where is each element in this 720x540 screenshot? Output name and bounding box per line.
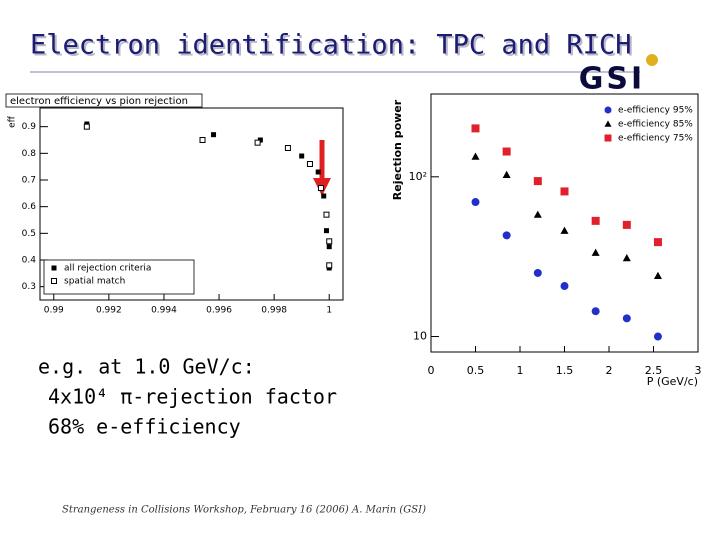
- note: 68% e-efficiency: [48, 415, 241, 439]
- y-axis-label: eff: [8, 115, 18, 128]
- data-point: [591, 216, 600, 225]
- data-point: [323, 211, 330, 218]
- data-point: [560, 282, 569, 291]
- data-point: [199, 137, 206, 143]
- y-tick-label: 10²: [409, 170, 427, 183]
- chart-title-box: [5, 93, 203, 108]
- data-point: [502, 147, 511, 156]
- data-point: [323, 228, 329, 234]
- data-point: [533, 210, 542, 218]
- y-tick-label: 0.7: [22, 176, 36, 186]
- x-tick-label: 0.5: [467, 364, 485, 377]
- y-tick-label: 0.3: [22, 282, 36, 292]
- data-point: [591, 307, 600, 316]
- data-point: [321, 193, 327, 199]
- y-axis-label: Rejection power: [391, 99, 404, 200]
- data-point: [51, 265, 57, 271]
- data-point: [299, 153, 305, 159]
- x-tick-label: 2.5: [645, 364, 663, 377]
- x-tick-label: 1: [326, 306, 332, 316]
- x-tick-label: 2: [606, 364, 613, 377]
- y-tick-label: 0.5: [22, 229, 36, 239]
- legend-label: e-efficiency 75%: [618, 134, 693, 144]
- x-tick-label: 1.5: [556, 364, 574, 377]
- data-point: [604, 120, 612, 127]
- data-point: [653, 238, 662, 247]
- data-point: [604, 134, 612, 142]
- legend-label: e-efficiency 85%: [618, 120, 693, 130]
- data-point: [622, 220, 631, 229]
- legend-box: [43, 259, 195, 295]
- data-point: [83, 123, 90, 130]
- plot-frame: [39, 107, 344, 301]
- data-point: [317, 185, 324, 191]
- legend-label: e-efficiency 95%: [618, 106, 693, 116]
- data-point: [560, 187, 569, 196]
- legend-label: spatial match: [64, 277, 125, 287]
- data-point: [284, 145, 291, 151]
- x-tick-label: 1: [517, 364, 524, 377]
- data-point: [533, 177, 542, 186]
- data-point: [622, 254, 631, 262]
- x-tick-label: 0: [428, 364, 435, 377]
- data-point: [604, 106, 612, 114]
- data-point: [502, 231, 511, 240]
- data-point: [326, 262, 333, 269]
- data-point: [533, 268, 542, 277]
- y-tick-label: 10: [413, 330, 427, 343]
- x-tick-label: 0.99: [44, 306, 64, 316]
- data-point: [51, 278, 57, 284]
- data-point: [306, 161, 313, 167]
- data-point: [471, 124, 480, 133]
- note: 4x10⁴ π-rejection factor: [48, 385, 337, 409]
- data-point: [315, 169, 321, 175]
- x-tick-label: 0.996: [206, 306, 232, 316]
- chart-title: electron efficiency vs pion rejection: [10, 96, 188, 107]
- data-point: [502, 170, 511, 178]
- logo: GSI: [579, 62, 645, 97]
- data-point: [591, 248, 600, 256]
- data-point: [211, 132, 217, 138]
- data-point: [471, 198, 480, 207]
- x-tick-label: 3: [695, 364, 702, 377]
- y-tick-label: 0.6: [22, 202, 37, 212]
- data-point: [653, 271, 662, 279]
- footer-event: Strangeness in Collisions Workshop, Febr…: [62, 505, 349, 516]
- note: e.g. at 1.0 GeV/c:: [38, 355, 255, 379]
- footer-author: A. Marin (GSI): [351, 505, 426, 516]
- data-point: [560, 226, 569, 234]
- data-point: [326, 238, 333, 245]
- logo-dot: [646, 54, 658, 66]
- data-point: [653, 332, 662, 341]
- x-tick-label: 0.994: [151, 306, 177, 316]
- title-shadow: Electron identification: TPC and RICH: [32, 32, 633, 63]
- data-point: [326, 244, 332, 250]
- legend-label: all rejection criteria: [64, 264, 151, 274]
- x-tick-label: 0.992: [96, 306, 122, 316]
- y-tick-label: 0.9: [22, 122, 37, 132]
- data-point: [471, 152, 480, 160]
- data-point: [254, 139, 261, 146]
- x-axis-label: P (GeV/c): [647, 375, 698, 388]
- y-tick-label: 0.4: [22, 256, 37, 266]
- slide-title: Electron identification: TPC and RICH: [30, 30, 631, 61]
- x-tick-label: 0.998: [261, 306, 287, 316]
- data-point: [622, 314, 631, 323]
- y-tick-label: 0.8: [22, 149, 37, 159]
